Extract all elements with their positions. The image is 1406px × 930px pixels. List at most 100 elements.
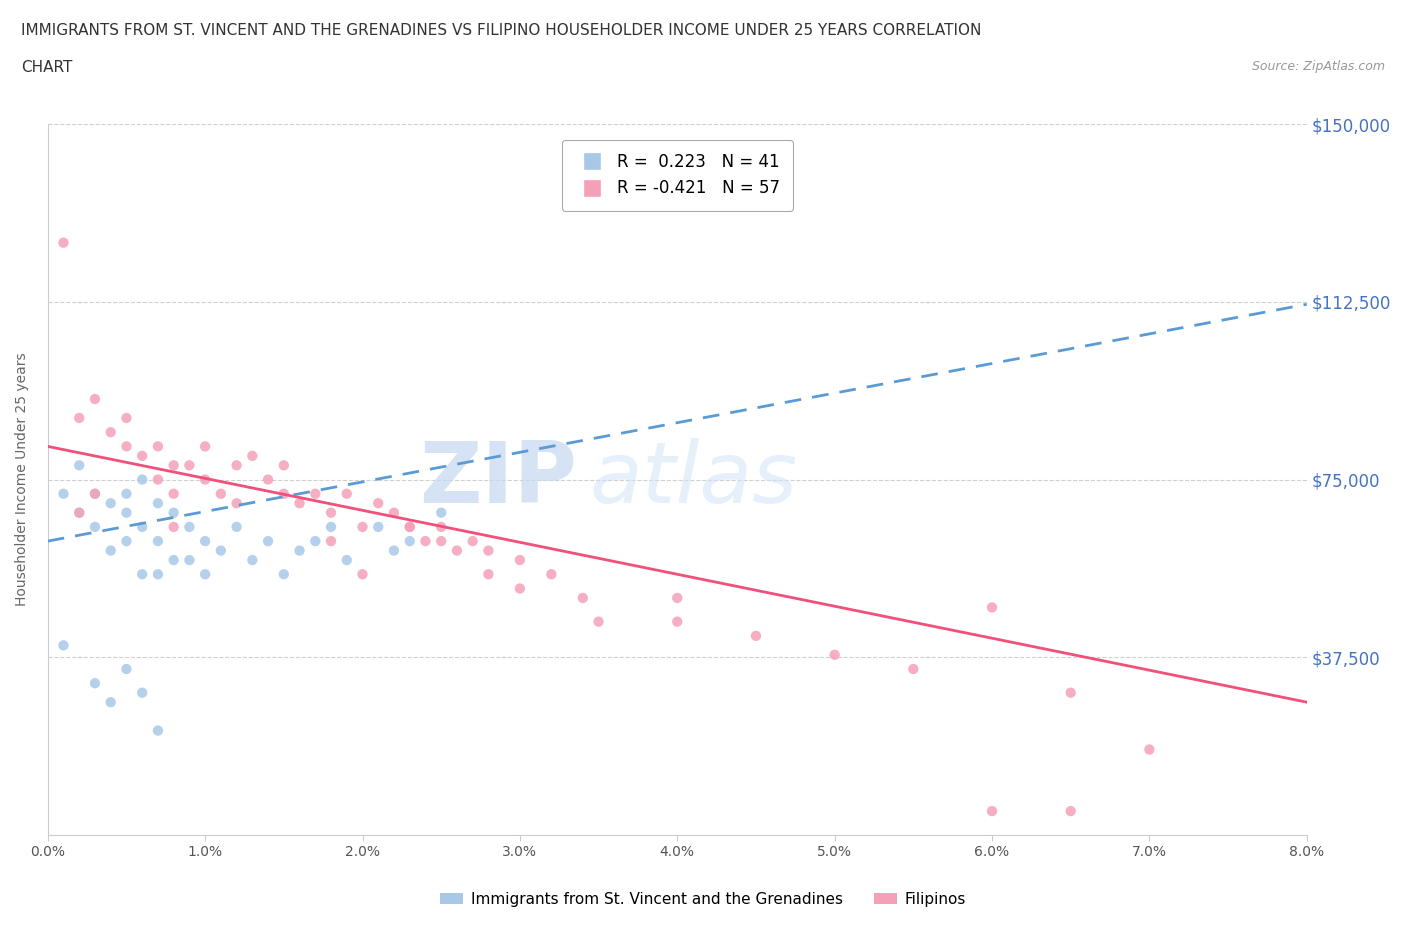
Point [382, 543, 405, 558]
Point [179, 552, 201, 567]
Point [382, 505, 405, 520]
Point [67, 458, 90, 472]
Point [398, 534, 420, 549]
Point [115, 661, 138, 676]
Point [304, 534, 326, 549]
Point [84, 520, 107, 535]
Point [67, 505, 90, 520]
Point [319, 534, 342, 549]
Point [100, 425, 122, 440]
Point [146, 496, 169, 511]
Point [461, 534, 484, 549]
Point [666, 614, 689, 629]
Point [588, 614, 610, 629]
Point [163, 552, 186, 567]
Point [131, 448, 153, 463]
Point [225, 496, 247, 511]
Point [100, 496, 122, 511]
Point [430, 520, 453, 535]
Point [146, 472, 169, 487]
Point [52, 638, 75, 653]
Point [146, 724, 169, 738]
Text: IMMIGRANTS FROM ST. VINCENT AND THE GRENADINES VS FILIPINO HOUSEHOLDER INCOME UN: IMMIGRANTS FROM ST. VINCENT AND THE GREN… [21, 23, 981, 38]
Point [477, 543, 499, 558]
Point [352, 566, 374, 581]
Point [745, 629, 768, 644]
Point [100, 695, 122, 710]
Point [273, 486, 295, 501]
Point [67, 505, 90, 520]
Point [430, 534, 453, 549]
Point [1060, 804, 1083, 818]
Point [194, 439, 217, 454]
Point [194, 534, 217, 549]
Point [398, 520, 420, 535]
Point [67, 410, 90, 425]
Point [288, 543, 311, 558]
Point [209, 486, 232, 501]
Point [540, 566, 562, 581]
Point [131, 472, 153, 487]
Point [84, 676, 107, 691]
Point [163, 505, 186, 520]
Point [84, 486, 107, 501]
Point [115, 439, 138, 454]
Point [225, 520, 247, 535]
Point [257, 534, 280, 549]
Point [100, 543, 122, 558]
Point [367, 520, 389, 535]
Point [336, 486, 359, 501]
Point [131, 520, 153, 535]
Point [194, 472, 217, 487]
Point [415, 534, 437, 549]
Point [146, 534, 169, 549]
Point [179, 458, 201, 472]
Point [319, 505, 342, 520]
Text: ZIP: ZIP [419, 438, 576, 521]
Point [84, 486, 107, 501]
Point [115, 534, 138, 549]
Point [509, 552, 531, 567]
Point [52, 486, 75, 501]
Point [572, 591, 595, 605]
Point [1060, 685, 1083, 700]
Point [1137, 742, 1160, 757]
Point [666, 591, 689, 605]
Point [131, 685, 153, 700]
Point [115, 486, 138, 501]
Point [477, 566, 499, 581]
Point [163, 486, 186, 501]
Point [824, 647, 846, 662]
Point [52, 235, 75, 250]
Point [981, 600, 1004, 615]
Text: atlas: atlas [589, 438, 797, 521]
Point [336, 552, 359, 567]
Point [398, 520, 420, 535]
Point [319, 520, 342, 535]
Point [273, 566, 295, 581]
Point [115, 505, 138, 520]
Point [509, 581, 531, 596]
Point [981, 804, 1004, 818]
Point [179, 520, 201, 535]
Point [84, 392, 107, 406]
Point [163, 458, 186, 472]
Point [146, 439, 169, 454]
Y-axis label: Householder Income Under 25 years: Householder Income Under 25 years [15, 352, 30, 606]
Point [288, 496, 311, 511]
Text: CHART: CHART [21, 60, 73, 75]
Point [367, 496, 389, 511]
Point [146, 566, 169, 581]
Point [209, 543, 232, 558]
Point [163, 520, 186, 535]
Point [225, 458, 247, 472]
Point [131, 566, 153, 581]
Legend: Immigrants from St. Vincent and the Grenadines, Filipinos: Immigrants from St. Vincent and the Gren… [434, 886, 972, 913]
Point [240, 448, 263, 463]
Text: Source: ZipAtlas.com: Source: ZipAtlas.com [1251, 60, 1385, 73]
Point [240, 552, 263, 567]
Point [446, 543, 468, 558]
Point [115, 410, 138, 425]
Point [194, 566, 217, 581]
Point [903, 661, 925, 676]
